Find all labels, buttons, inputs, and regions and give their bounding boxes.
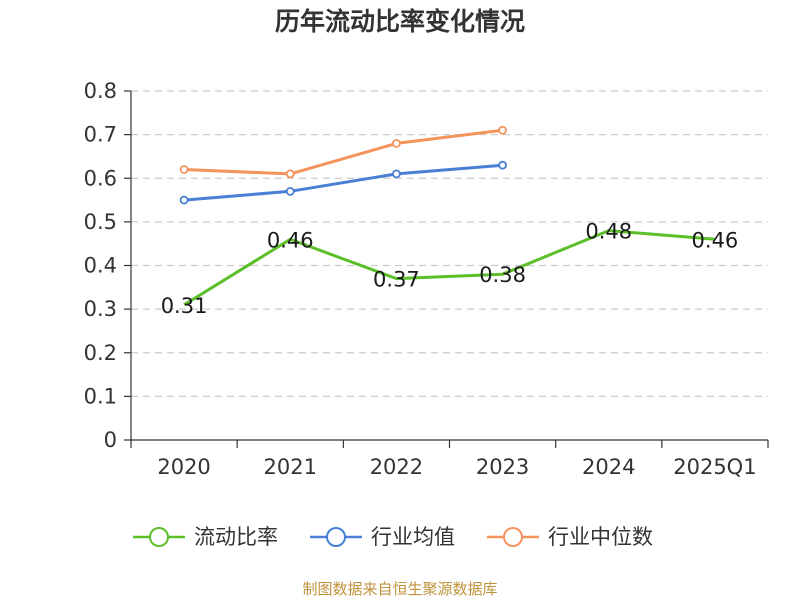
y-tick-label: 0 (104, 428, 117, 452)
series-point (392, 169, 401, 179)
x-tick-label: 2020 (157, 455, 210, 479)
series-line (183, 229, 716, 307)
series-point (285, 169, 295, 179)
y-tick-label: 0.4 (84, 254, 117, 278)
legend-label: 行业均值 (371, 525, 455, 549)
data-label: 0.37 (373, 268, 420, 292)
legend-item[interactable]: 流动比率 (133, 525, 278, 549)
data-label: 0.46 (692, 228, 739, 252)
y-tick-label: 0.1 (84, 384, 117, 408)
series-point (179, 195, 189, 205)
data-label: 0.31 (161, 294, 208, 318)
legend-label: 行业中位数 (548, 525, 653, 549)
x-tick-label: 2024 (582, 455, 635, 479)
legend-item[interactable]: 行业均值 (310, 525, 455, 549)
legend-label: 流动比率 (194, 525, 278, 549)
series-lines (179, 125, 716, 307)
x-tick-label: 2021 (264, 455, 317, 479)
data-label: 0.46 (267, 228, 314, 252)
chart-title: 历年流动比率变化情况 (274, 7, 525, 36)
series-line (184, 128, 503, 176)
data-label: 0.38 (479, 263, 526, 287)
source-note: 制图数据来自恒生聚源数据库 (302, 580, 498, 598)
data-labels: 0.31 0.46 0.37 0.38 0.48 0.46 (161, 220, 739, 318)
legend-marker (326, 527, 346, 547)
series-point (285, 186, 295, 196)
legend-item[interactable]: 行业中位数 (487, 525, 653, 549)
legend-marker (149, 527, 169, 547)
legend-marker (503, 527, 523, 547)
x-tick-label: 2023 (476, 455, 529, 479)
series-line (183, 163, 503, 202)
series-point (179, 165, 189, 174)
series-point (498, 160, 507, 170)
grid-lines (131, 90, 768, 397)
y-tick-label: 0.8 (84, 79, 117, 103)
series-point (498, 125, 507, 135)
y-tick-label: 0.3 (84, 297, 117, 321)
x-tick-label: 2025Q1 (673, 455, 756, 479)
series-point (392, 138, 401, 148)
y-tick-label: 0.6 (84, 166, 117, 190)
y-tick-label: 0.7 (84, 123, 117, 147)
legend[interactable]: 流动比率 行业均值 行业中位数 (133, 525, 653, 549)
y-tick-label: 0.5 (84, 210, 117, 234)
y-tick-label: 0.2 (84, 341, 117, 365)
data-label: 0.48 (585, 220, 632, 244)
x-tick-label: 2022 (370, 455, 423, 479)
axes: 0 0.1 0.2 0.3 0.4 0.5 0.6 0.7 0.8 2020 2021 2022 202… (84, 79, 769, 479)
